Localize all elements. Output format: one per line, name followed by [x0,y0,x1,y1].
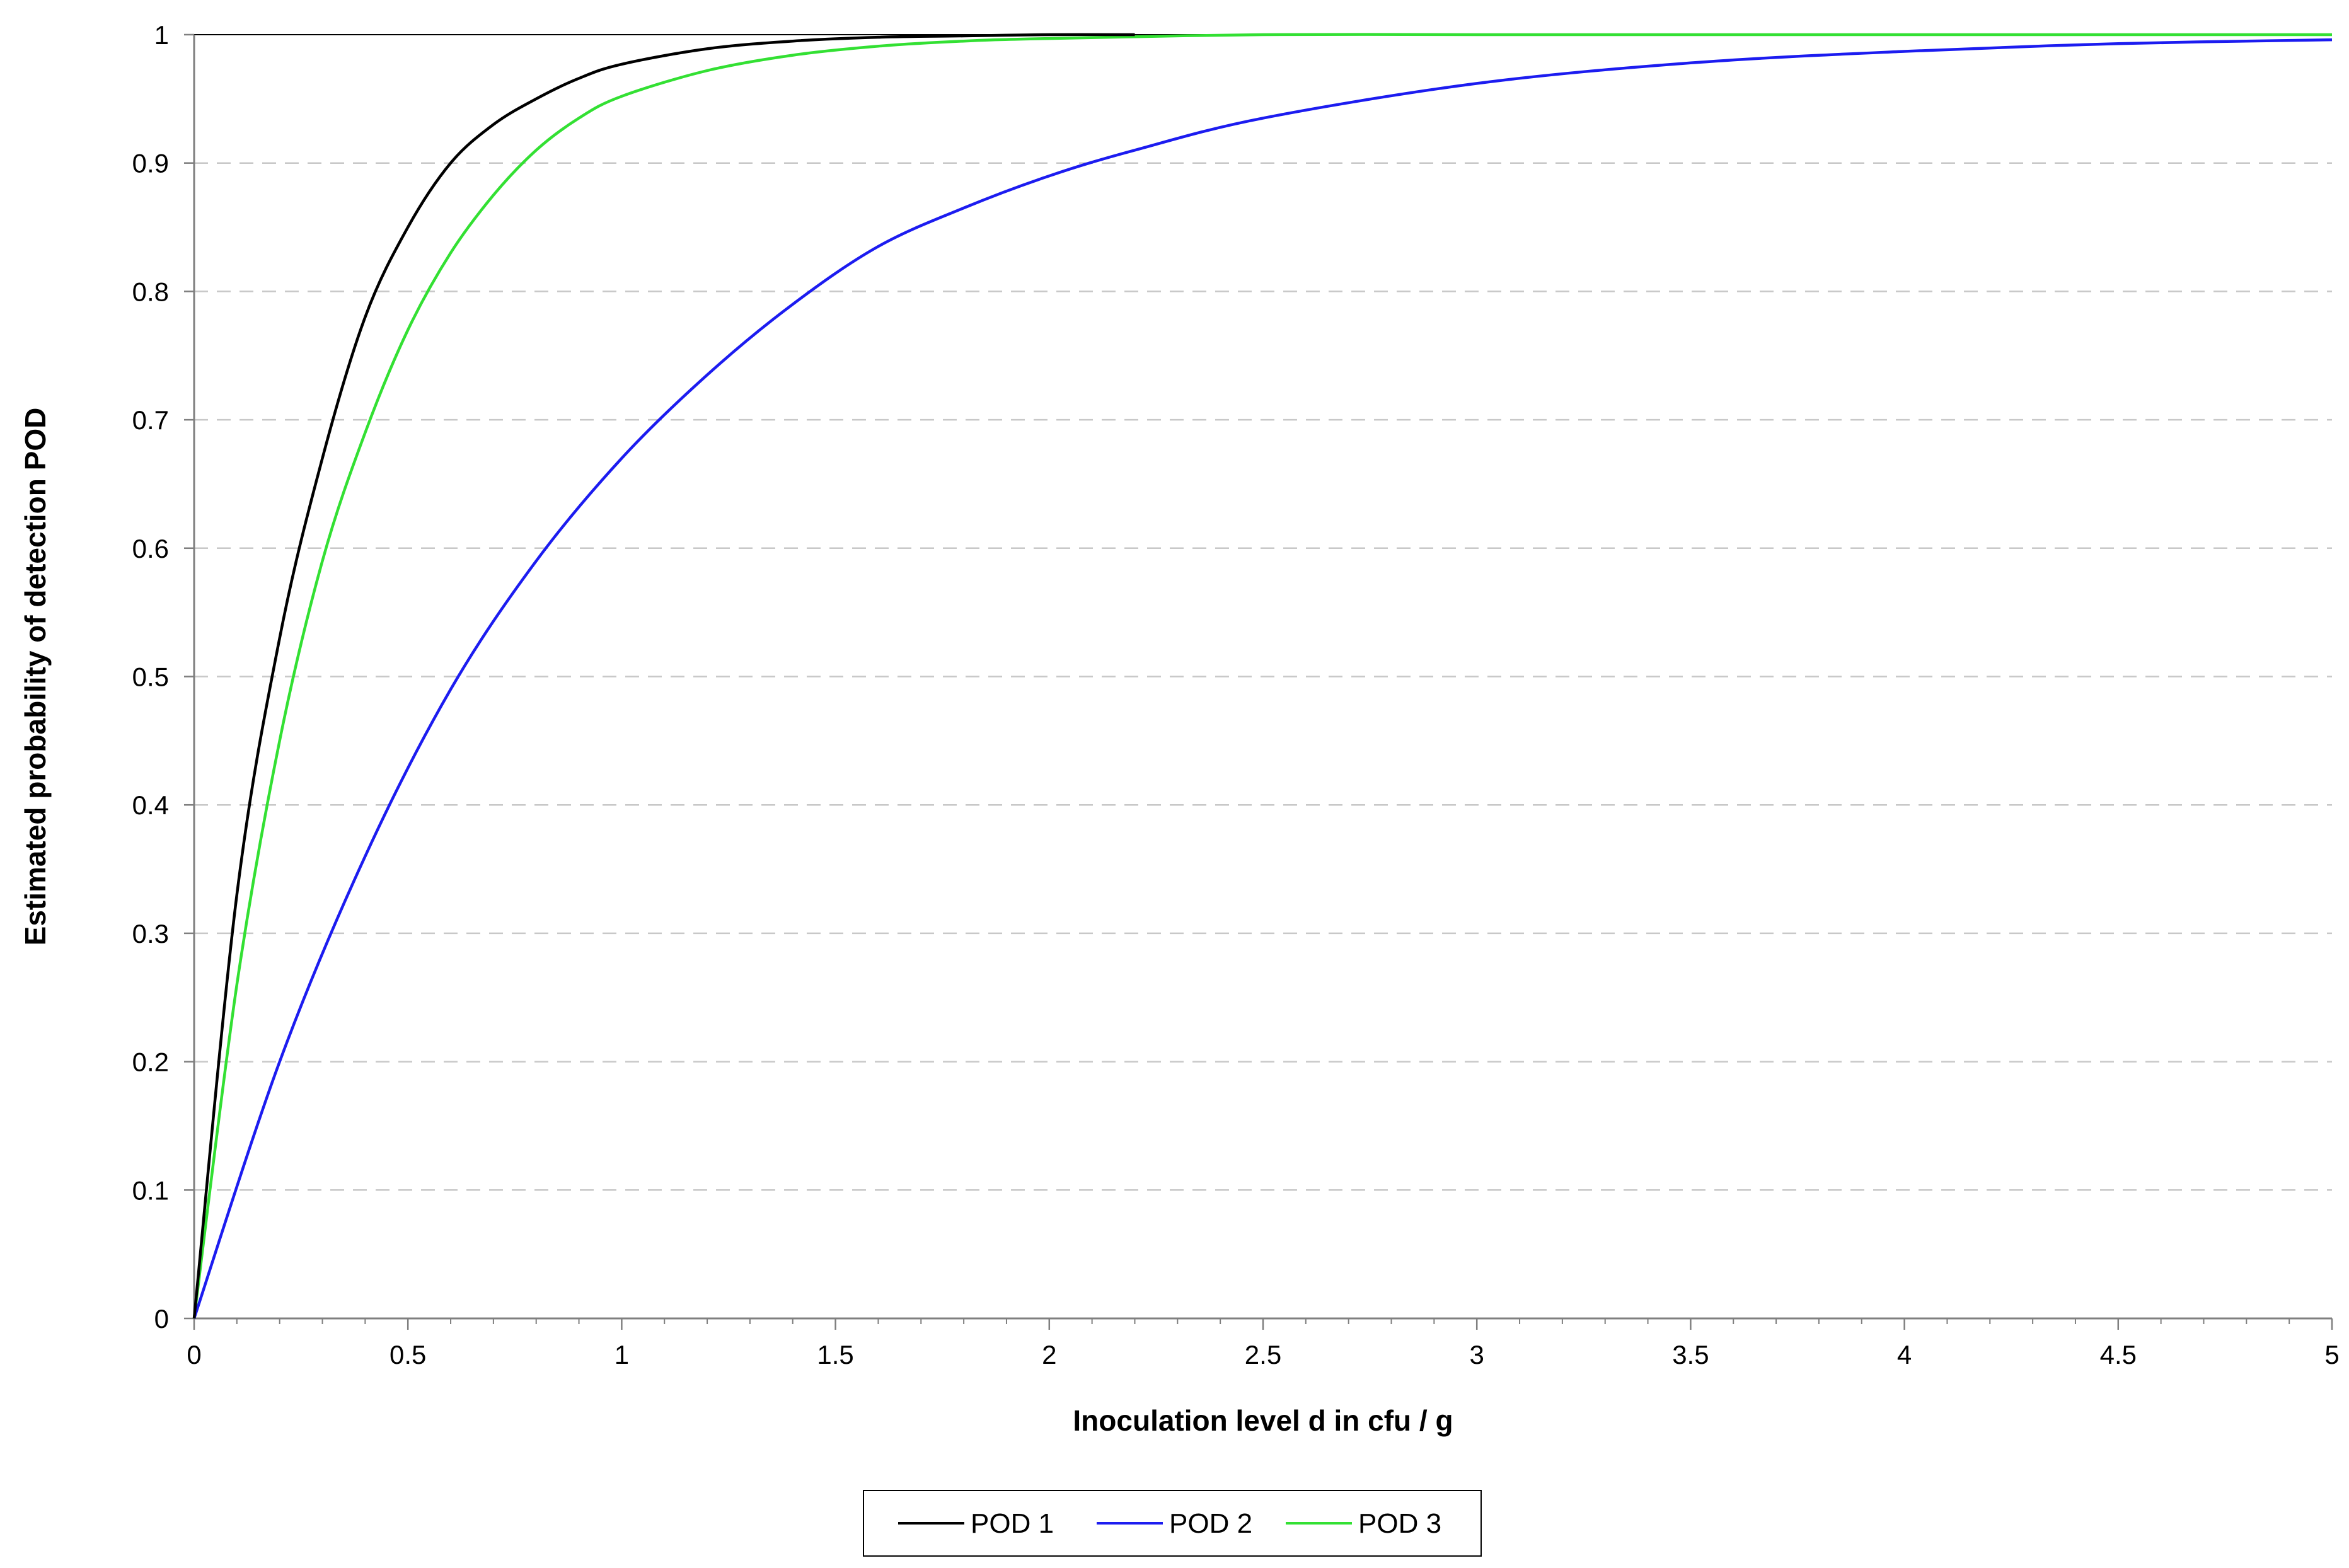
x-tick-label-9: 4.5 [2100,1340,2137,1369]
x-tick-label-1: 0.5 [390,1340,426,1369]
x-axis-title: Inoculation level d in cfu / g [1073,1404,1453,1437]
y-tick-label-5: 0.5 [132,662,169,692]
legend: POD 1 POD 2 POD 3 [863,1490,1482,1557]
y-tick-label-7: 0.7 [132,405,169,435]
x-tick-label-4: 2 [1042,1340,1056,1369]
x-tick-label-3: 1.5 [817,1340,853,1369]
x-tick-label-8: 4 [1897,1340,1912,1369]
series-lines [192,33,2333,1319]
legend-label-pod-3: POD 3 [1358,1508,1441,1539]
y-tick-label-8: 0.8 [132,277,169,306]
x-tick-label-7: 3.5 [1672,1340,1709,1369]
axes: 0 0.1 0.2 0.3 0.4 0.5 0.6 0.7 0.8 0.9 1 0 0.5 1 1.5 2 2.… [132,20,2340,1369]
x-tick-label-6: 3 [1470,1340,1484,1369]
x-tick-label-10: 5 [2324,1340,2339,1369]
legend-box [863,1490,1482,1557]
series-line-pod-1 [192,33,1135,1319]
y-tick-label-4: 0.4 [132,790,169,820]
y-tick-label-2: 0.2 [132,1047,169,1077]
x-tick-label-2: 1 [615,1340,629,1369]
series-line-pod-2 [192,38,2333,1319]
series-line-pod-3 [192,33,2332,1319]
x-tick-label-5: 2.5 [1245,1340,1281,1369]
x-tick-label-0: 0 [187,1340,201,1369]
y-tick-label-0: 0 [154,1304,169,1334]
gridlines [194,34,2332,1191]
y-tick-label-9: 0.9 [132,149,169,178]
y-tick-label-1: 0.1 [132,1175,169,1205]
legend-label-pod-1: POD 1 [971,1508,1054,1539]
legend-label-pod-2: POD 2 [1169,1508,1252,1539]
y-tick-label-3: 0.3 [132,919,169,948]
y-axis-title: Estimated probability of detection POD [19,408,52,946]
y-tick-label-10: 1 [154,20,169,50]
y-tick-label-6: 0.6 [132,534,169,563]
